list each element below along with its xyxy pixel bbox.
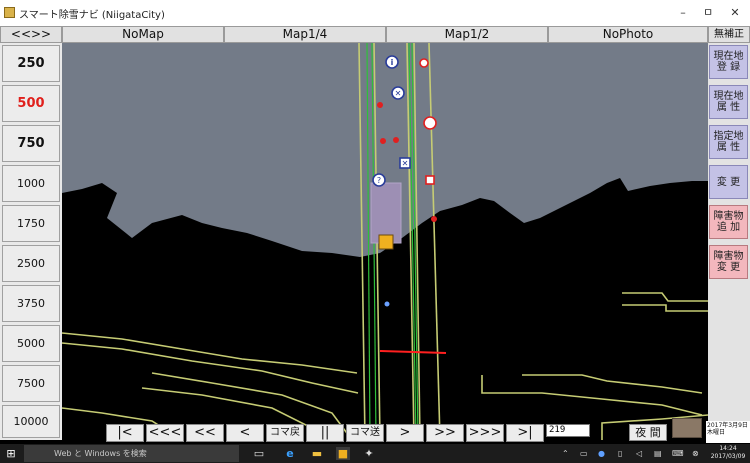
location-attribute-button[interactable]: 現在地属 性	[709, 85, 748, 119]
alert-marker-icon	[423, 116, 437, 130]
window-title: スマート除雪ナビ (NiigataCity)	[19, 10, 165, 21]
title-bar: スマート除雪ナビ (NiigataCity) – ㅁ ✕	[0, 0, 750, 26]
point-marker-icon	[377, 102, 383, 108]
windows-start-icon[interactable]: ⊞	[6, 447, 16, 460]
warning-marker-icon	[419, 58, 429, 68]
svg-text:i: i	[391, 58, 394, 67]
register-location-button[interactable]: 現在地登 録	[709, 45, 748, 79]
frame-number-input[interactable]: 219	[546, 424, 590, 437]
close-button[interactable]: ✕	[730, 6, 740, 19]
notification-icon[interactable]: ▤	[654, 449, 662, 458]
edge-browser-icon[interactable]: e	[286, 447, 294, 460]
map-canvas[interactable]: i ✕ ✕ ?	[62, 43, 708, 440]
box-marker-icon	[399, 157, 411, 169]
taskbar-clock[interactable]: 14:24 2017/03/09	[706, 444, 750, 463]
keyboard-icon[interactable]: ⌨	[672, 449, 684, 458]
night-mode-button[interactable]: 夜 間	[629, 424, 667, 441]
tab-map-half[interactable]: Map1/2	[386, 26, 548, 43]
scale-button-1000[interactable]: 1000	[2, 165, 60, 202]
task-view-icon[interactable]: ▭	[253, 447, 265, 460]
date-panel: 2017年3月9日 木曜日	[706, 421, 750, 443]
svg-text:✕: ✕	[395, 89, 402, 98]
change-obstacle-button[interactable]: 障害物変 更	[709, 245, 748, 279]
scale-button-7500[interactable]: 7500	[2, 365, 60, 402]
battery-icon[interactable]: ▯	[618, 449, 623, 458]
tab-map-quarter[interactable]: Map1/4	[224, 26, 386, 43]
photo-thumbnail[interactable]	[672, 418, 702, 438]
ime-icon[interactable]: ⊗	[692, 449, 699, 458]
rewind-fast-button[interactable]: <<<	[146, 424, 184, 442]
date-label: 2017年3月9日	[707, 422, 748, 429]
weekday-label: 木曜日	[707, 429, 726, 436]
frame-back-button[interactable]: コマ戻	[266, 424, 304, 442]
scale-panel: 250 500 750 1000 1750 2500 3750 5000 750…	[0, 43, 62, 440]
svg-text:?: ?	[377, 176, 381, 185]
scale-button-750[interactable]: 750	[2, 125, 60, 162]
tray-chevron-icon[interactable]: ⌃	[562, 449, 569, 458]
scale-button-500[interactable]: 500	[2, 85, 60, 122]
toggle-panel-button[interactable]: <<>>	[0, 26, 62, 43]
scale-button-250[interactable]: 250	[2, 45, 60, 82]
file-explorer-icon[interactable]: ▬	[311, 447, 323, 460]
map-markers[interactable]: i ✕ ✕ ?	[372, 55, 437, 307]
forward-button[interactable]: >	[386, 424, 424, 442]
obstacle-marker-icon	[425, 175, 435, 185]
app-icon	[4, 7, 15, 18]
action-panel: 現在地登 録 現在地属 性 指定地属 性 変 更 障害物追 加 障害物変 更	[708, 43, 750, 440]
scale-button-3750[interactable]: 3750	[2, 285, 60, 322]
forward-fast-button[interactable]: >>>	[466, 424, 504, 442]
last-frame-button[interactable]: >|	[506, 424, 544, 442]
app-tray-icon[interactable]: ●	[598, 449, 605, 458]
pinned-app-icon[interactable]: ✦	[364, 447, 374, 460]
current-location-icon	[378, 234, 394, 250]
highlight-zone	[370, 182, 402, 244]
snow-marker-icon	[391, 86, 405, 100]
point-marker-icon	[431, 216, 437, 222]
frame-forward-button[interactable]: コマ送	[346, 424, 384, 442]
rewind-more-button[interactable]: <<	[186, 424, 224, 442]
clock-date: 2017/03/09	[710, 453, 746, 460]
taskbar-search-input[interactable]: Web と Windows を検索	[24, 445, 239, 462]
scale-button-5000[interactable]: 5000	[2, 325, 60, 362]
snow-navi-app-icon[interactable]: ■	[336, 447, 350, 460]
question-marker-icon	[372, 173, 386, 187]
network-icon[interactable]: ▭	[580, 449, 588, 458]
scale-button-1750[interactable]: 1750	[2, 205, 60, 242]
tab-nophoto[interactable]: NoPhoto	[548, 26, 708, 43]
change-button[interactable]: 変 更	[709, 165, 748, 199]
red-cut-line	[379, 350, 447, 354]
pause-button[interactable]: ||	[306, 424, 344, 442]
map-mode-bar: <<>> NoMap Map1/4 Map1/2 NoPhoto 無補正	[0, 26, 750, 43]
rewind-button[interactable]: <	[226, 424, 264, 442]
scale-button-2500[interactable]: 2500	[2, 245, 60, 282]
first-frame-button[interactable]: |<	[106, 424, 144, 442]
svg-text:✕: ✕	[402, 159, 409, 168]
forward-more-button[interactable]: >>	[426, 424, 464, 442]
specified-attribute-button[interactable]: 指定地属 性	[709, 125, 748, 159]
minimize-button[interactable]: –	[680, 6, 686, 19]
add-obstacle-button[interactable]: 障害物追 加	[709, 205, 748, 239]
maximize-button[interactable]: ㅁ	[702, 6, 714, 19]
point-marker-icon	[380, 138, 386, 144]
no-correction-button[interactable]: 無補正	[708, 26, 750, 43]
tab-nomap[interactable]: NoMap	[62, 26, 224, 43]
info-marker-icon	[385, 55, 399, 69]
gps-point-icon	[384, 301, 390, 307]
map-view[interactable]: i ✕ ✕ ?	[62, 43, 708, 440]
scale-button-10000[interactable]: 10000	[2, 405, 60, 438]
volume-icon[interactable]: ◁	[636, 449, 643, 458]
taskbar: ⊞ Web と Windows を検索 ▭ e ▬ ■ ✦ ⌃ ▭ ● ▯ ◁ …	[0, 444, 750, 463]
clock-time: 14:24	[719, 445, 737, 452]
point-marker-icon	[393, 137, 399, 143]
